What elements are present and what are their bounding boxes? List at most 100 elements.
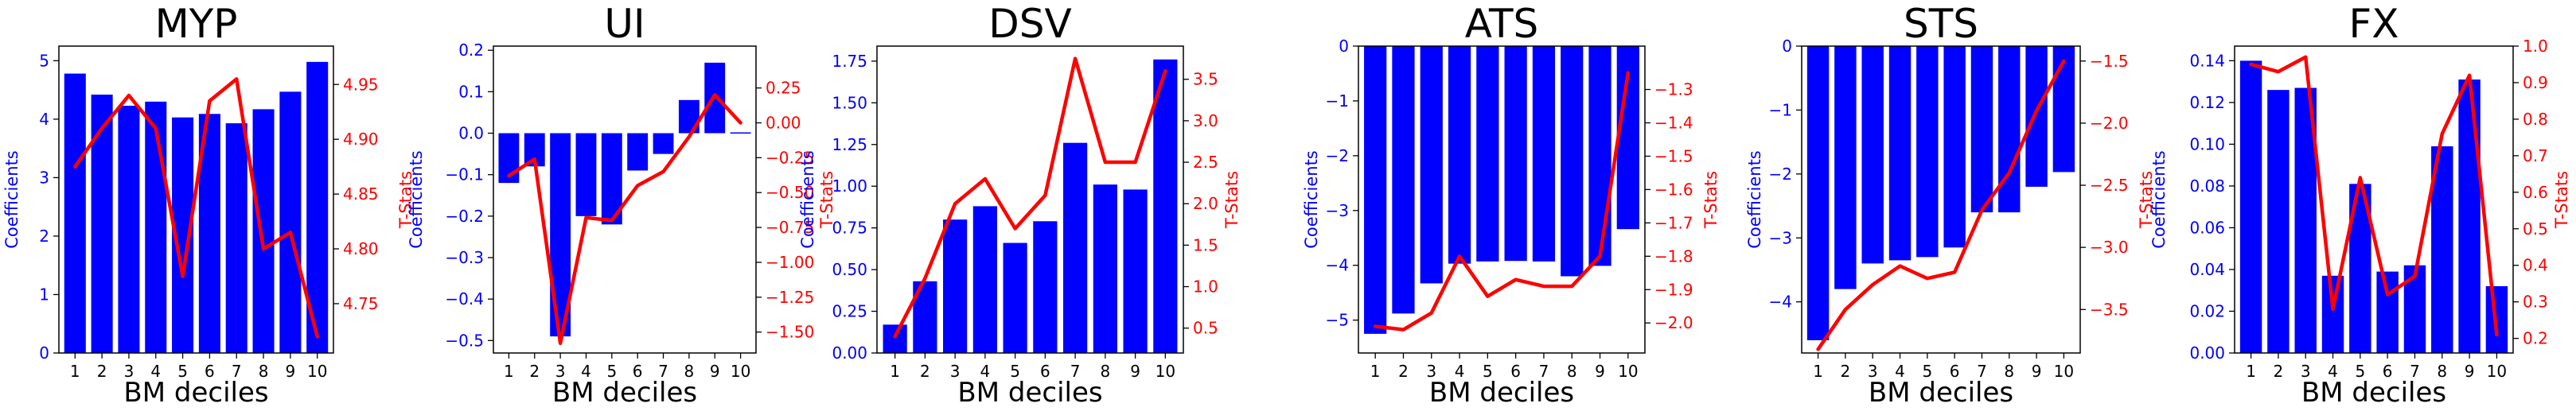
x-tick-label: 4 [1895, 362, 1905, 381]
y2-axis-label: T-Stats [817, 171, 836, 229]
y-tick-label: 0.00 [832, 343, 867, 363]
y-tick-label: −5 [1326, 311, 1349, 330]
tstats-point-3 [1431, 312, 1432, 314]
bar-8 [1561, 46, 1584, 277]
bar-5 [1003, 242, 1027, 353]
x-tick-label: 8 [1567, 362, 1577, 381]
tstats-point-2 [101, 127, 103, 129]
y2-axis-label: T-Stats [396, 171, 415, 229]
tstats-point-2 [1402, 329, 1404, 331]
x-tick-label: 10 [307, 362, 327, 381]
bar-2 [1834, 46, 1857, 289]
bar-7 [1532, 46, 1556, 262]
plot-frame [1358, 45, 1646, 354]
y2-tick-label: 0.7 [2523, 146, 2548, 165]
y-tick-label: −0.1 [445, 165, 484, 184]
y-tick-label: 2 [39, 227, 49, 246]
x-tick-label: 8 [1100, 362, 1110, 381]
y2-tick-label: 3.5 [1193, 70, 1218, 89]
y-axis-label: Coefficients [798, 150, 817, 249]
y2-tick-label: 2.5 [1193, 153, 1218, 172]
x-tick-label: 3 [950, 362, 961, 381]
bar-7 [2403, 265, 2426, 353]
y-axis-label: Coefficients [1745, 150, 1764, 249]
y-tick-label: 0.00 [2189, 343, 2225, 363]
x-tick-label: 10 [2054, 362, 2074, 381]
tstats-line [1816, 59, 2066, 351]
y2-tick-label: −1.7 [1654, 213, 1693, 232]
bar-2 [2267, 90, 2290, 353]
tstats-point-5 [1487, 296, 1488, 297]
y2-tick-label: −3.0 [2090, 238, 2129, 257]
x-axis-label: BM deciles [123, 377, 268, 409]
tstats-point-3 [2305, 56, 2306, 58]
x-tick-label: 5 [606, 362, 617, 381]
x-tick-label: 1 [504, 362, 514, 381]
x-tick-label: 7 [2410, 362, 2420, 381]
x-tick-label: 9 [710, 362, 720, 381]
y2-tick-label: −1.5 [1654, 146, 1693, 165]
y-axis-label: Coefficients [2, 150, 21, 249]
x-tick-label: 1 [2246, 362, 2256, 381]
tstats-point-2 [924, 277, 926, 279]
x-tick-label: 4 [581, 362, 591, 381]
chart-panel-sts: −4 −3 −2 −1 0 −3.5 −3.0 −2.5 −2.0 −1.5 1 2 3 4 5 6 7 8 9 10… [1745, 1, 2156, 409]
y2-tick-label: 1.0 [1193, 277, 1218, 297]
tstats-point-7 [1543, 285, 1545, 287]
y-tick-label: 5 [39, 51, 49, 70]
y2-tick-label: −0.75 [766, 218, 814, 237]
tstats-point-7 [1074, 58, 1076, 60]
x-tick-label: 10 [1618, 362, 1638, 381]
x-axis-label: BM deciles [552, 377, 697, 409]
bar-1 [1364, 46, 1387, 334]
plot-frame [58, 45, 334, 354]
chart-panel-ats: −5 −4 −3 −2 −1 0 −2.0 −1.9 −1.8 −1.7 −1.6 −1.5 −1.4 −… [1302, 1, 1721, 409]
y2-tick-label: 0.5 [1193, 319, 1218, 338]
y2-tick-label: 1.0 [2523, 37, 2548, 56]
y-tick-label: 0.02 [2189, 301, 2225, 320]
x-tick-label: 3 [1426, 362, 1436, 381]
tstats-line [507, 93, 742, 345]
y2-tick-label: 0.4 [2523, 256, 2548, 275]
y-axis-label: Coefficients [407, 150, 426, 249]
bar-1 [1806, 46, 1830, 340]
bar-5 [1476, 46, 1499, 262]
x-tick-label: 2 [97, 362, 107, 381]
tstats-point-4 [1459, 255, 1460, 257]
y-axis-label: Coefficients [2149, 150, 2169, 249]
y2-axis-label: T-Stats [1701, 171, 1721, 229]
tstats-point-6 [1044, 195, 1046, 196]
y-tick-label: −0.5 [445, 331, 484, 350]
x-tick-label: 2 [1841, 362, 1851, 381]
y-tick-label: 1.50 [832, 93, 867, 112]
bar-9 [2025, 46, 2048, 187]
bar-8 [1093, 184, 1117, 353]
y-tick-label: −0.4 [445, 289, 484, 308]
x-tick-label: 6 [2383, 362, 2393, 381]
y-tick-label: −0.2 [445, 207, 484, 226]
y2-tick-label: −0.25 [766, 148, 814, 167]
bar-4 [145, 101, 167, 353]
y-tick-label: 0.75 [832, 219, 867, 238]
chart-panel-ui: −0.5 −0.4 −0.3 −0.2 −0.1 0.0 0.1 0.2 −1.50 −1.25 −… [407, 1, 836, 409]
bar-10 [2052, 46, 2075, 173]
y2-tick-label: 4.85 [343, 184, 379, 204]
y-tick-label: 1.25 [832, 135, 867, 154]
x-tick-label: 6 [633, 362, 643, 381]
x-tick-label: 5 [1483, 362, 1493, 381]
bar-7 [225, 123, 247, 354]
bar-10 [1153, 59, 1178, 353]
y2-tick-label: −2.0 [2090, 114, 2129, 133]
tstats-point-10 [1627, 72, 1629, 74]
tstats-point-6 [637, 184, 638, 186]
x-tick-label: 3 [555, 362, 566, 381]
y-tick-label: 0 [39, 343, 49, 363]
bar-9 [2458, 80, 2481, 353]
bar-10 [730, 132, 751, 134]
x-tick-label: 7 [1070, 362, 1081, 381]
y-tick-label: −3 [1769, 228, 1792, 247]
tstats-point-4 [984, 178, 986, 180]
x-axis-label: BM deciles [2301, 377, 2446, 409]
